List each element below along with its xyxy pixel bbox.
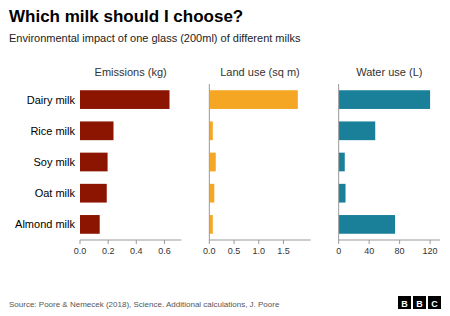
tick-label: 1.5 (277, 246, 290, 256)
logo-box (413, 296, 426, 309)
tick (258, 240, 259, 244)
tick (80, 240, 81, 244)
tick (430, 240, 431, 244)
tick-label: 0.2 (102, 246, 115, 256)
y-axis-line (338, 84, 339, 240)
tick (338, 240, 339, 244)
bar (339, 121, 376, 140)
bar (339, 215, 395, 234)
tick (399, 240, 400, 244)
panel: Water use (L) 0 40 80 120 (336, 66, 440, 256)
bars (209, 90, 297, 234)
bar (339, 153, 345, 172)
background (0, 0, 450, 316)
logo-box (428, 296, 441, 309)
tick-label: 120 (423, 246, 438, 256)
tick (209, 240, 210, 244)
bar (209, 215, 212, 234)
bar (80, 153, 108, 172)
tick (369, 240, 370, 244)
subtitle: Environmental impact of one glass (200ml… (9, 32, 301, 44)
bar (339, 90, 430, 109)
tick (234, 240, 235, 244)
tick-label: 0 (336, 246, 341, 256)
chart: Which milk should I choose? Environmental… (0, 0, 450, 316)
panel: Land use (sq m) 0.0 0.5 1.0 1.5 (203, 66, 311, 256)
category-label: Almond milk (15, 218, 75, 230)
tick (108, 240, 109, 244)
tick-label: 1.0 (253, 246, 266, 256)
tick-label: 0.4 (130, 246, 143, 256)
panel-title: Emissions (kg) (95, 66, 167, 78)
tick (164, 240, 165, 244)
source: Source: Poore & Nemecek (2018), Science.… (9, 300, 280, 309)
bars (80, 90, 170, 234)
tick (136, 240, 137, 244)
logo-letter: B (401, 299, 408, 309)
category-label: Dairy milk (27, 94, 76, 106)
bar (209, 121, 212, 140)
title: Which milk should I choose? (9, 7, 243, 26)
tick-label: 0.5 (228, 246, 241, 256)
bar (80, 184, 107, 203)
logo-letter: C (431, 299, 438, 309)
bar (209, 184, 214, 203)
logo-box (398, 296, 411, 309)
category-label: Oat milk (35, 187, 76, 199)
bar (209, 90, 297, 109)
x-axis-line (339, 240, 440, 241)
bar (80, 215, 100, 234)
panel-title: Land use (sq m) (220, 66, 299, 78)
tick-label: 0.6 (158, 246, 171, 256)
bar (80, 121, 113, 140)
tick-label: 40 (364, 246, 374, 256)
panel: Emissions (kg) 0.0 0.2 0.4 0.6 Dairy milk Rice… (15, 66, 181, 256)
bar (80, 90, 170, 109)
tick-label: 0.0 (74, 246, 87, 256)
x-axis-line (209, 240, 310, 241)
category-label: Soy milk (33, 156, 75, 168)
y-axis-line (209, 84, 210, 240)
bars (339, 90, 430, 234)
bar (209, 153, 215, 172)
tick (283, 240, 284, 244)
tick-label: 80 (395, 246, 405, 256)
logo-letter: B (416, 299, 423, 309)
category-label: Rice milk (30, 125, 75, 137)
x-axis-line (80, 240, 181, 241)
bar (339, 184, 346, 203)
tick-label: 0.0 (203, 246, 216, 256)
panel-title: Water use (L) (356, 66, 422, 78)
